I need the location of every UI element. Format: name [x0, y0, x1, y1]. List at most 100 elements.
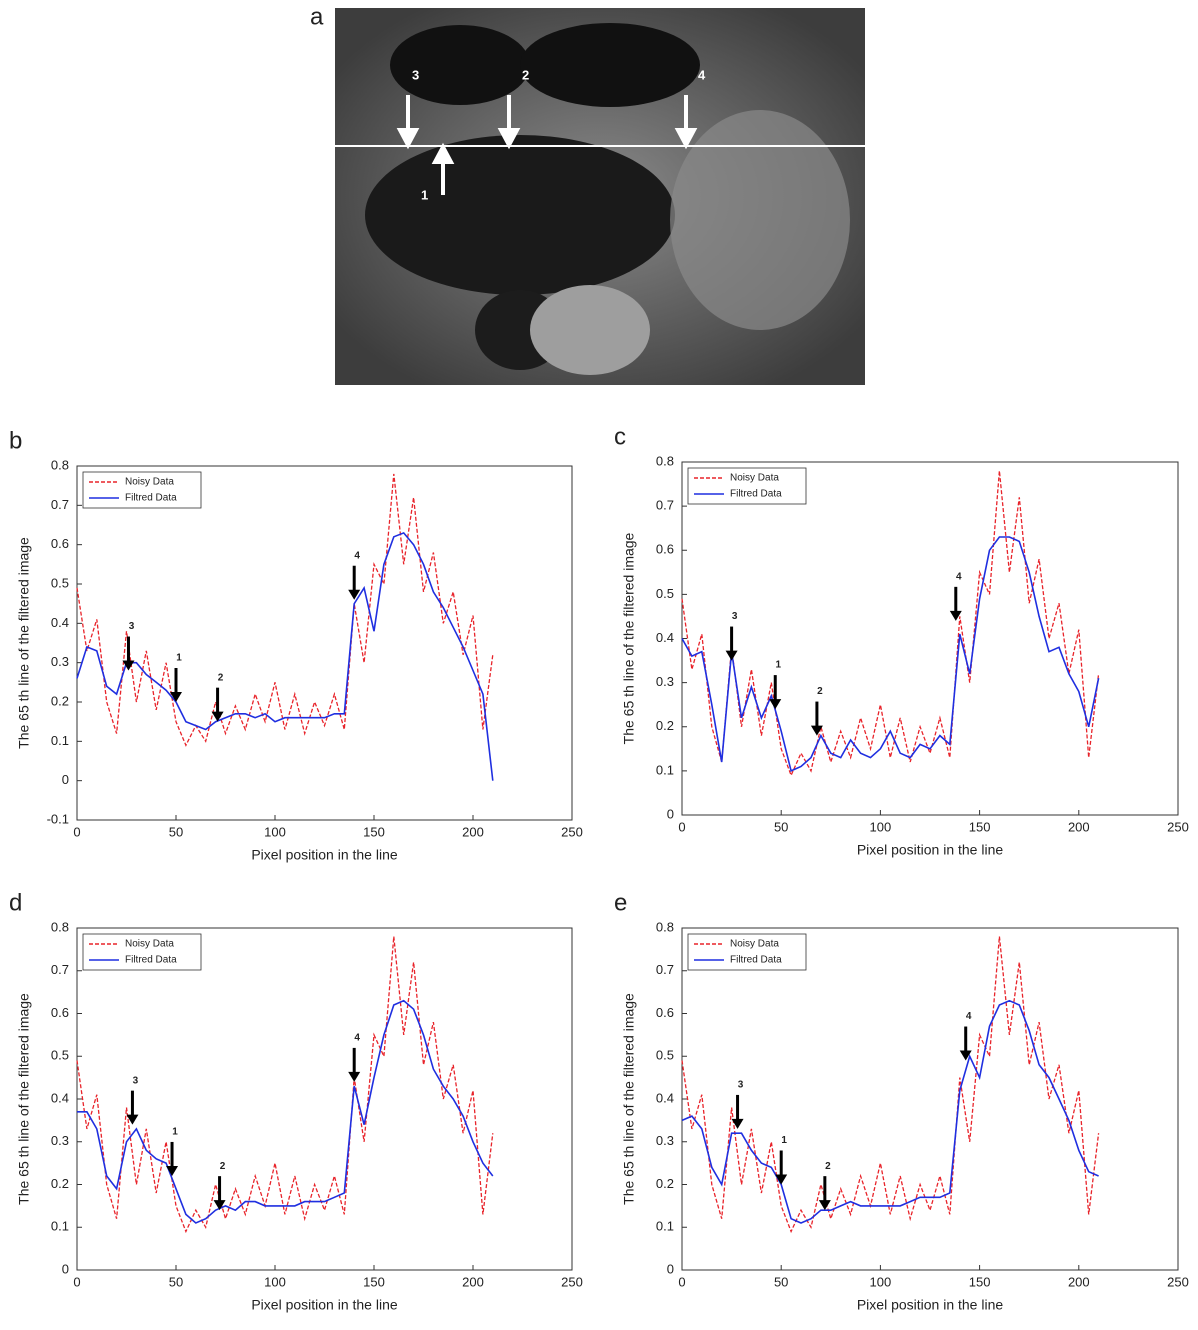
- y-tick-label: 0.1: [51, 1219, 69, 1234]
- panel-label: b: [9, 427, 22, 454]
- annotation-label: 2: [218, 672, 224, 683]
- annotation-arrowhead: [170, 692, 182, 702]
- annotation-arrowhead: [769, 699, 782, 710]
- x-tick-label: 250: [561, 824, 583, 839]
- annotation-arrowhead: [731, 1118, 744, 1129]
- y-tick-label: 0.4: [656, 1090, 674, 1105]
- x-axis-label: Pixel position in the line: [857, 1297, 1004, 1313]
- legend-label: Noisy Data: [125, 939, 174, 950]
- annotation-arrowhead: [348, 1071, 361, 1082]
- legend-label: Noisy Data: [730, 473, 779, 484]
- x-tick-label: 0: [73, 1274, 80, 1289]
- y-tick-label: 0.3: [51, 1133, 69, 1148]
- x-tick-label: 50: [774, 819, 788, 834]
- legend-box: [687, 467, 807, 505]
- annotation-label: 1: [176, 653, 182, 664]
- annotation-arrowhead: [126, 1114, 139, 1125]
- y-tick-label: 0.6: [656, 542, 674, 557]
- x-tick-label: 0: [73, 824, 80, 839]
- y-tick-label: 0.8: [656, 919, 674, 934]
- annotation-label: 4: [966, 1011, 972, 1022]
- y-tick-label: 0.1: [51, 733, 69, 748]
- annotation-label: 1: [781, 1135, 787, 1146]
- y-tick-label: 0: [667, 1261, 674, 1276]
- x-tick-label: 0: [678, 1274, 685, 1289]
- data-line: [76, 936, 494, 1234]
- annotation-arrowhead: [775, 1174, 788, 1185]
- y-tick-label: 0.3: [656, 1133, 674, 1148]
- x-tick-label: 150: [969, 1274, 991, 1289]
- legend-label: Filtred Data: [730, 955, 782, 966]
- panel-label: e: [614, 889, 627, 916]
- x-axis-label: Pixel position in the line: [251, 847, 398, 863]
- y-tick-label: 0.6: [51, 536, 69, 551]
- legend-label: Noisy Data: [125, 477, 174, 488]
- legend-label: Filtred Data: [125, 955, 177, 966]
- x-tick-label: 50: [169, 1274, 183, 1289]
- x-tick-label: 200: [1068, 819, 1090, 834]
- panel-label: d: [9, 889, 22, 916]
- y-tick-label: 0.3: [51, 654, 69, 669]
- annotation-label: 4: [354, 1033, 360, 1044]
- x-tick-label: 200: [1068, 1274, 1090, 1289]
- x-tick-label: 100: [870, 1274, 892, 1289]
- annotation-arrowhead: [810, 725, 823, 736]
- legend-box: [687, 933, 807, 971]
- y-tick-label: 0.7: [656, 498, 674, 513]
- plot-frame: [681, 927, 1179, 1271]
- panel-label: c: [614, 423, 626, 450]
- annotation-arrowhead: [818, 1200, 831, 1211]
- annotation-arrowhead: [949, 610, 962, 621]
- data-line: [681, 470, 1100, 778]
- annotation-arrowhead: [959, 1050, 972, 1061]
- data-line: [76, 473, 494, 747]
- y-tick-label: 0.6: [51, 1005, 69, 1020]
- data-line: [76, 531, 494, 781]
- x-tick-label: 150: [363, 824, 385, 839]
- x-axis-label: Pixel position in the line: [251, 1297, 398, 1313]
- y-axis-label: The 65 th line of the filtered image: [16, 537, 32, 749]
- data-line: [77, 999, 494, 1224]
- annotation-label: 2: [825, 1161, 831, 1172]
- annotation-arrowhead: [725, 650, 738, 661]
- annotation-arrowhead: [211, 711, 224, 722]
- image-annotation: 4: [698, 67, 706, 82]
- annotation-arrowhead: [348, 589, 361, 600]
- x-tick-label: 0: [678, 819, 685, 834]
- annotation-label: 2: [220, 1161, 226, 1172]
- y-tick-label: 0.8: [656, 453, 674, 468]
- y-tick-label: 0.4: [51, 1090, 69, 1105]
- y-tick-label: 0.8: [51, 457, 69, 472]
- y-tick-label: 0: [62, 1261, 69, 1276]
- x-tick-label: 200: [462, 824, 484, 839]
- x-tick-label: 150: [363, 1274, 385, 1289]
- image-annotation: 2: [522, 67, 529, 82]
- image-annotation: 1: [421, 187, 428, 202]
- y-tick-label: 0.2: [51, 693, 69, 708]
- y-tick-label: 0.5: [656, 1048, 674, 1063]
- x-tick-label: 50: [169, 824, 183, 839]
- y-tick-label: 0.2: [51, 1176, 69, 1191]
- plot-frame: [681, 461, 1179, 816]
- x-tick-label: 100: [870, 819, 892, 834]
- data-line: [681, 936, 1100, 1234]
- y-axis-label: The 65 th line of the filtered image: [621, 532, 637, 744]
- y-tick-label: 0: [667, 806, 674, 821]
- annotation-arrowhead: [166, 1165, 179, 1176]
- y-tick-label: 0.8: [51, 919, 69, 934]
- y-tick-label: 0.5: [51, 575, 69, 590]
- y-tick-label: 0.4: [656, 630, 674, 645]
- annotation-label: 3: [129, 621, 135, 632]
- annotation-arrowhead: [213, 1200, 226, 1211]
- x-tick-label: 50: [774, 1274, 788, 1289]
- y-tick-label: 0.1: [656, 762, 674, 777]
- x-tick-label: 250: [1167, 819, 1189, 834]
- y-tick-label: 0.1: [656, 1219, 674, 1234]
- y-tick-label: 0.7: [51, 962, 69, 977]
- y-tick-label: 0.7: [51, 497, 69, 512]
- plot-frame: [76, 465, 573, 821]
- y-tick-label: 0.3: [656, 674, 674, 689]
- annotation-label: 2: [817, 686, 823, 697]
- y-tick-label: 0.6: [656, 1005, 674, 1020]
